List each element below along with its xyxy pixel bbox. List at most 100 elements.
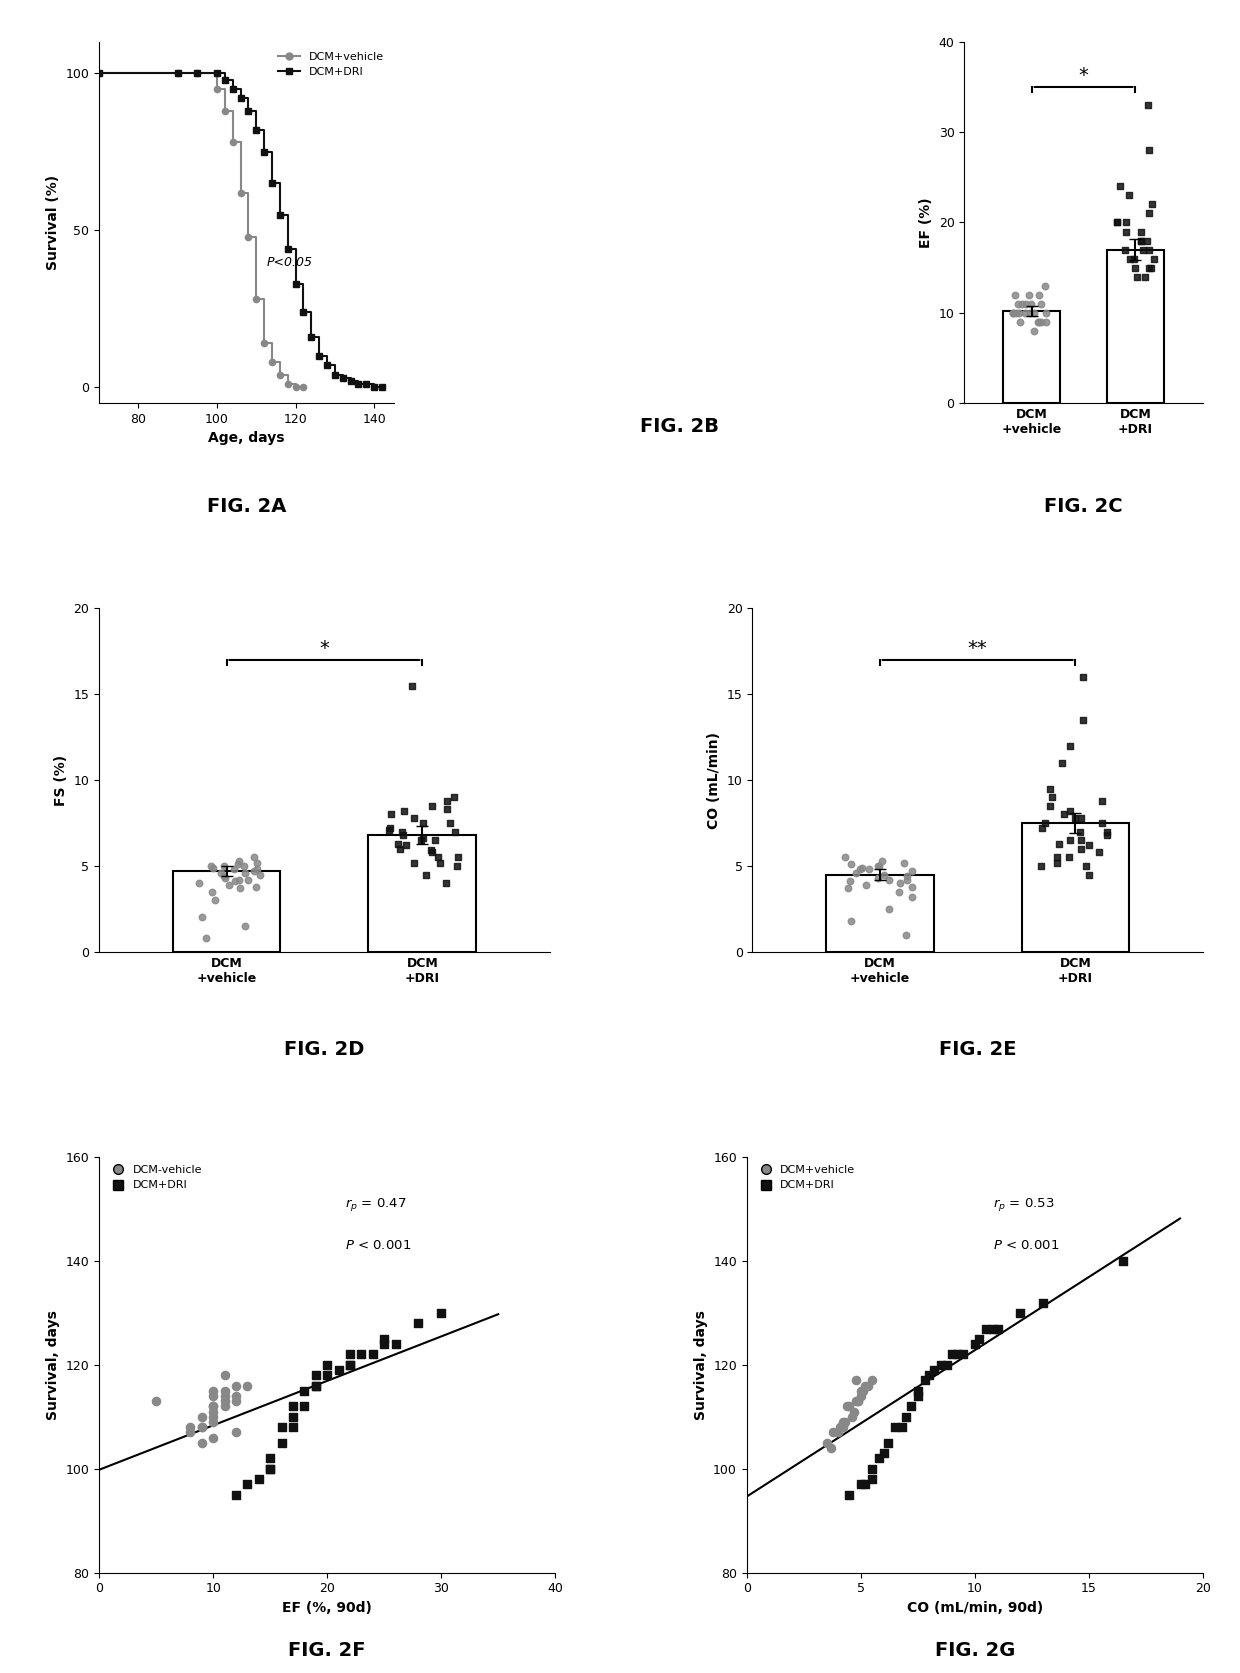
Point: [244, 858, 264, 885]
Point: [879, 867, 899, 893]
Point: [858, 1372, 878, 1399]
Point: [247, 857, 267, 883]
Text: FIG. 2C: FIG. 2C: [1044, 497, 1123, 515]
Point: [340, 1352, 360, 1379]
Point: [874, 862, 894, 888]
Point: [351, 1342, 371, 1369]
Text: **: **: [967, 639, 987, 657]
Legend: DCM-vehicle, DCM+DRI: DCM-vehicle, DCM+DRI: [104, 1163, 205, 1193]
Point: [954, 1342, 973, 1369]
Point: [234, 853, 254, 880]
Point: [1032, 815, 1052, 842]
Point: [272, 1429, 291, 1456]
Point: [379, 816, 399, 843]
Point: [192, 1429, 212, 1456]
Point: [329, 1357, 348, 1384]
Point: [1140, 201, 1159, 228]
Point: [1065, 805, 1085, 831]
Point: [901, 1394, 921, 1420]
Text: FIG. 2E: FIG. 2E: [939, 1039, 1017, 1059]
Point: [1079, 862, 1099, 888]
Point: [1054, 801, 1074, 828]
Point: [1003, 299, 1023, 326]
Point: [146, 1389, 166, 1415]
Point: [205, 887, 224, 913]
Point: [903, 858, 923, 885]
Point: [238, 1372, 258, 1399]
Point: [408, 1310, 428, 1337]
Point: [965, 1330, 985, 1357]
Point: [294, 1377, 314, 1404]
Point: [946, 1342, 966, 1369]
Point: [1042, 785, 1061, 811]
Point: [425, 826, 445, 853]
Point: [448, 843, 467, 870]
Point: [842, 907, 862, 934]
Point: [203, 1394, 223, 1420]
Point: [983, 1315, 1003, 1342]
Point: [1116, 217, 1136, 244]
Point: [857, 872, 877, 898]
Point: [374, 1330, 394, 1357]
Point: [1131, 228, 1151, 254]
Point: [828, 1419, 848, 1445]
Point: [851, 1382, 870, 1409]
Point: [226, 1372, 246, 1399]
Point: [203, 1424, 223, 1450]
Point: [215, 863, 234, 890]
Point: [1127, 263, 1147, 289]
Point: [846, 860, 866, 887]
Point: [403, 805, 423, 831]
Point: [238, 867, 258, 893]
Legend: DCM+vehicle, DCM+DRI: DCM+vehicle, DCM+DRI: [273, 47, 388, 82]
Y-axis label: Survival (%): Survival (%): [46, 176, 60, 269]
Point: [856, 1372, 875, 1399]
Point: [438, 788, 458, 815]
Text: 2mm: 2mm: [541, 276, 568, 286]
Point: [215, 1362, 234, 1389]
Point: [1140, 137, 1159, 164]
Point: [272, 1414, 291, 1440]
Point: [226, 1382, 246, 1409]
Y-axis label: Survival, days: Survival, days: [46, 1310, 60, 1420]
Point: [306, 1372, 326, 1399]
Point: [181, 1414, 201, 1440]
Point: [381, 801, 401, 828]
Point: [908, 1382, 928, 1409]
Point: [1125, 246, 1145, 273]
Point: [832, 1414, 852, 1440]
Point: [1079, 831, 1099, 858]
Point: [283, 1394, 303, 1420]
Point: [192, 903, 212, 930]
Bar: [172, 872, 280, 952]
Point: [821, 1434, 841, 1461]
Y-axis label: EF (%): EF (%): [919, 197, 934, 248]
Point: [396, 831, 415, 858]
Text: 2mm: 2mm: [541, 95, 568, 105]
Point: [1029, 308, 1049, 335]
Point: [1047, 850, 1066, 877]
Text: $r_p$ = 0.47: $r_p$ = 0.47: [346, 1196, 407, 1213]
Point: [851, 1471, 870, 1497]
Point: [853, 1377, 873, 1404]
Point: [892, 1414, 911, 1440]
Point: [306, 1372, 326, 1399]
Point: [413, 810, 433, 836]
Point: [1060, 733, 1080, 760]
Point: [229, 848, 249, 875]
Point: [394, 798, 414, 825]
Point: [849, 857, 869, 883]
Point: [219, 872, 239, 898]
Text: FIG. 2B: FIG. 2B: [640, 417, 718, 437]
Point: [1035, 273, 1055, 299]
Point: [848, 1389, 868, 1415]
Point: [1060, 826, 1080, 853]
Point: [440, 810, 460, 836]
Point: [1024, 318, 1044, 345]
Point: [1011, 1300, 1030, 1327]
Point: [215, 865, 234, 892]
Point: [1040, 775, 1060, 801]
Point: [835, 1409, 854, 1435]
Point: [901, 883, 921, 910]
Point: [839, 1394, 859, 1420]
